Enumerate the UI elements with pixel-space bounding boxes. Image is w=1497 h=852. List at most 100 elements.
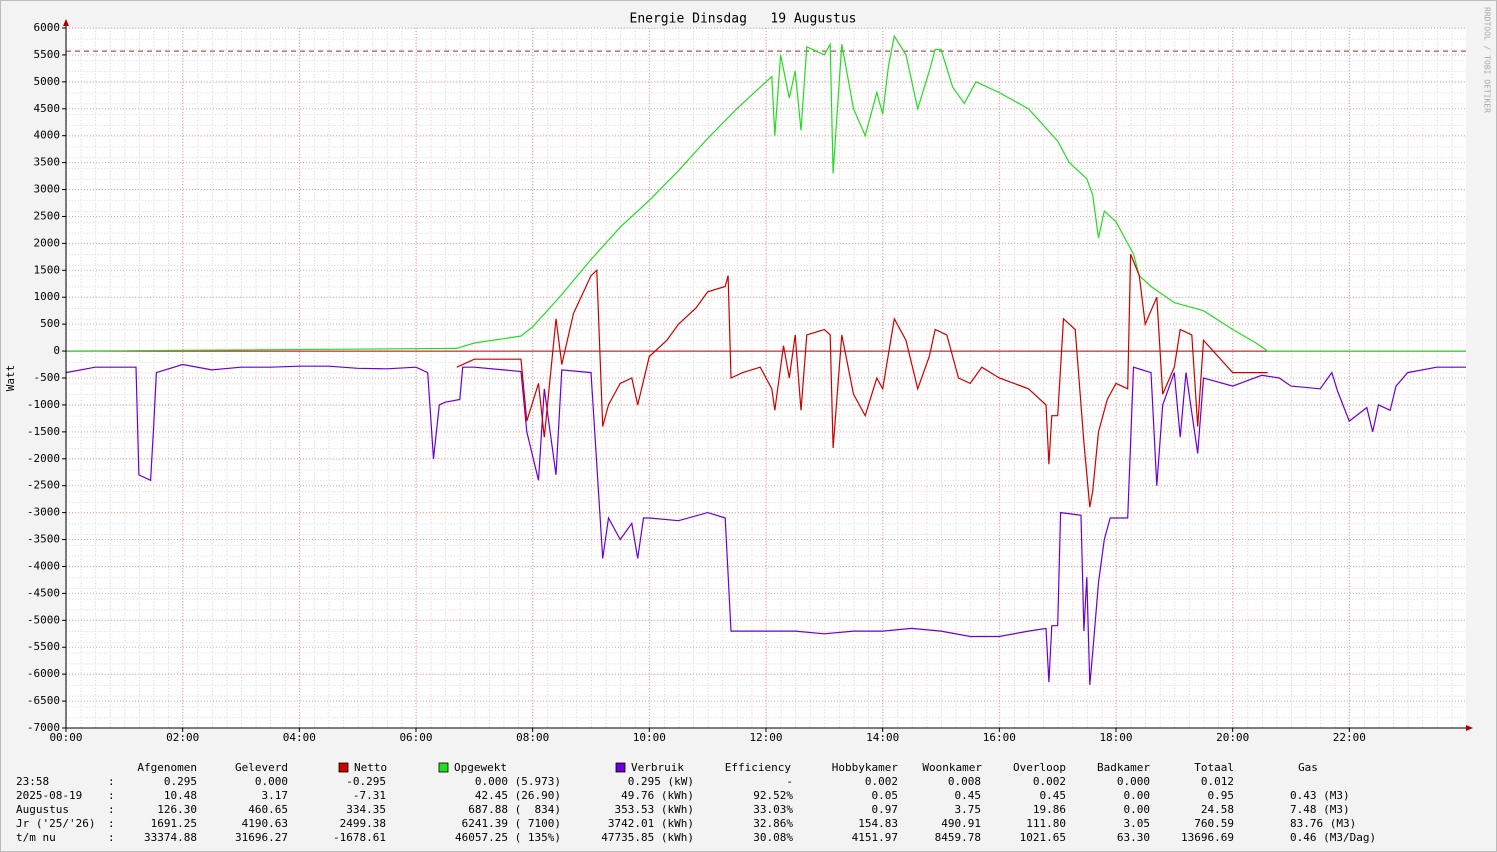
column-header: Hobbykamer [832,761,899,774]
table-cell: 0.43 (M3) [1290,789,1350,802]
x-tick-label: 14:00 [866,731,899,744]
separator: : [108,803,115,816]
y-tick-label: 5000 [34,75,61,88]
series-line [65,34,1466,352]
table-cell: 0.000 (5.973) [475,775,561,788]
column-header: Netto [354,761,387,774]
table-cell: 3.75 [955,803,982,816]
table-cell: 334.35 [346,803,386,816]
y-tick-label: -3000 [27,506,60,519]
row-label: t/m nu [16,831,56,844]
y-tick-label: -3500 [27,533,60,546]
row-label: Jr ('25/'26) [16,817,95,830]
row-label: 23:58 [16,775,49,788]
column-header: Verbruik [631,761,684,774]
table-cell: 0.002 [865,775,898,788]
x-tick-label: 10:00 [633,731,666,744]
y-tick-label: 500 [40,317,60,330]
table-cell: -0.295 [346,775,386,788]
y-tick-label: 6000 [34,21,61,34]
table-cell: 30.08% [753,831,793,844]
table-cell: 33.03% [753,803,793,816]
table-cell: 83.76 (M3) [1290,817,1356,830]
x-tick-label: 08:00 [516,731,549,744]
table-cell: 0.45 [955,789,982,802]
table-cell: 4190.63 [242,817,288,830]
table-cell: 0.295 (kW) [628,775,694,788]
table-cell: 49.76 (kWh) [621,789,694,802]
column-header: Efficiency [725,761,792,774]
table-cell: -7.31 [353,789,386,802]
x-tick-label: 22:00 [1333,731,1366,744]
table-cell: 3742.01 (kWh) [608,817,694,830]
row-label: 2025-08-19 [16,789,82,802]
table-cell: 32.86% [753,817,793,830]
legend-swatch [438,762,449,773]
y-tick-label: -1500 [27,425,60,438]
table-cell: 8459.78 [935,831,981,844]
x-tick-label: 20:00 [1216,731,1249,744]
table-cell: 460.65 [248,803,288,816]
x-tick-label: 12:00 [749,731,782,744]
column-header: Gas [1298,761,1318,774]
table-cell: 0.000 [1117,775,1150,788]
x-arrow [1466,725,1473,731]
table-cell: 0.45 [1040,789,1067,802]
table-cell: 126.30 [157,803,197,816]
table-cell: 353.53 (kWh) [615,803,694,816]
y-tick-label: 4000 [34,129,61,142]
table-cell: 92.52% [753,789,793,802]
y-tick-label: 1500 [34,263,61,276]
y-tick-label: -2000 [27,452,60,465]
table-cell: 0.00 [1124,789,1151,802]
y-tick-label: 4500 [34,102,61,115]
table-cell: 3.17 [262,789,289,802]
table-cell: 33374.88 [144,831,197,844]
y-tick-label: -5500 [27,640,60,653]
y-tick-label: 5500 [34,48,61,61]
table-cell: 47735.85 (kWh) [601,831,694,844]
table-cell: 24.58 [1201,803,1234,816]
table-cell: 490.91 [941,817,981,830]
table-cell: 63.30 [1117,831,1150,844]
y-tick-label: -4500 [27,586,60,599]
y-arrow [63,19,69,26]
legend-swatch [615,762,626,773]
y-tick-label: -2500 [27,479,60,492]
table-cell: 31696.27 [235,831,288,844]
chart-title: Energie Dinsdag 19 Augustus [630,12,857,27]
y-tick-label: 3000 [34,183,61,196]
table-cell: 0.000 [255,775,288,788]
x-tick-label: 02:00 [166,731,199,744]
table-cell: -1678.61 [333,831,386,844]
y-tick-label: -500 [34,371,61,384]
y-tick-label: -1000 [27,398,60,411]
table-cell: 111.80 [1026,817,1066,830]
separator: : [108,775,115,788]
table-cell: 4151.97 [852,831,898,844]
table-cell: 154.83 [858,817,898,830]
y-tick-label: -6500 [27,694,60,707]
y-tick-label: -7000 [27,721,60,734]
credit: RRDTOOL / TOBI OETIKER [1483,7,1492,113]
x-tick-label: 04:00 [283,731,316,744]
x-tick-label: 18:00 [1099,731,1132,744]
x-tick-label: 06:00 [399,731,432,744]
y-tick-label: 3500 [34,156,61,169]
table-cell: 10.48 [164,789,197,802]
table-cell: 2499.38 [340,817,386,830]
row-label: Augustus [16,803,69,816]
table-cell: 0.012 [1201,775,1234,788]
separator: : [108,789,115,802]
column-header: Woonkamer [922,761,982,774]
series-line [456,253,1268,508]
table-cell: 1691.25 [151,817,197,830]
table-cell: 0.95 [1208,789,1235,802]
y-tick-label: -4000 [27,559,60,572]
column-header: Badkamer [1097,761,1150,774]
table-cell: 19.86 [1033,803,1066,816]
table-cell: 0.002 [1033,775,1066,788]
table-cell: 0.05 [872,789,899,802]
table-cell: 760.59 [1194,817,1234,830]
